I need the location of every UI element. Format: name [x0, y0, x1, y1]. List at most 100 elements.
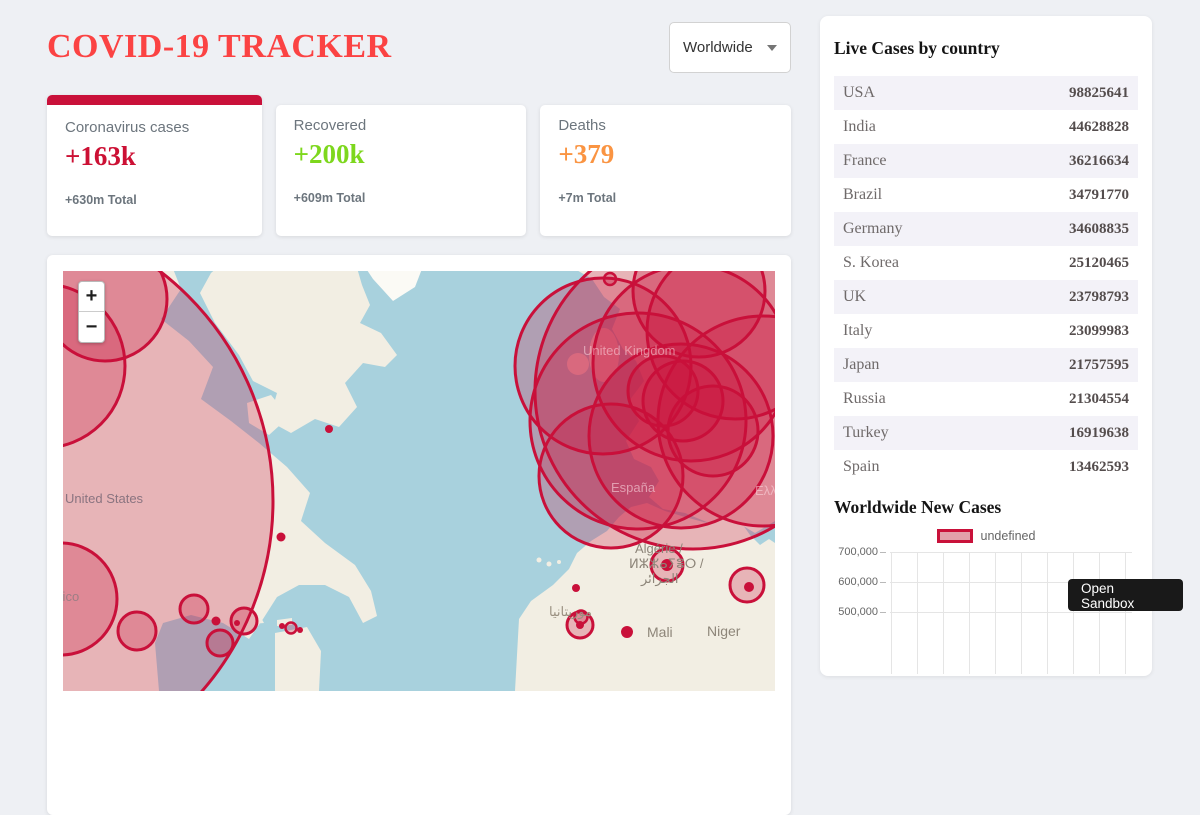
case-circle-france[interactable]	[528, 311, 748, 531]
legend-swatch-icon	[936, 529, 973, 543]
map-canvas: United States Mexico United Kingdom Espa…	[63, 271, 775, 691]
table-row: UK 23798793	[834, 280, 1138, 314]
gridline-horizontal	[890, 581, 1132, 583]
map-label-mali: Mali	[647, 624, 673, 640]
country-cases: 98825641	[1069, 84, 1129, 101]
map-label-algeria-2: ⵍⵣⵣⴰⵢⴻⵔ /	[629, 556, 704, 571]
country-cases: 34608835	[1069, 220, 1129, 237]
chevron-down-icon	[767, 44, 777, 51]
country-name: Spain	[843, 458, 880, 475]
infobox-cases-label: Coronavirus cases	[65, 119, 190, 136]
chart-plot-area: 700,000 600,000 500,000	[834, 544, 1138, 674]
country-name: Russia	[843, 390, 886, 407]
table-row: Japan 21757595	[834, 348, 1138, 382]
country-name: Germany	[843, 220, 903, 237]
country-cases: 13462593	[1069, 458, 1129, 475]
y-tick: 700,000	[834, 537, 1132, 567]
infobox-row: Coronavirus cases +163k +630m Total Reco…	[47, 95, 792, 236]
y-tick-label: 700,000	[838, 546, 878, 558]
table-row: Brazil 34791770	[834, 178, 1138, 212]
map-label-mexico: Mexico	[63, 589, 79, 604]
gridline-horizontal	[890, 551, 1132, 553]
map-card: + −	[47, 255, 791, 815]
map-zoom-control: + −	[78, 281, 105, 343]
live-cases-title: Live Cases by country	[834, 38, 1000, 58]
table-row: Spain 13462593	[834, 450, 1138, 484]
country-cases: 34791770	[1069, 186, 1129, 203]
infobox-recovered-delta: +200k	[293, 139, 365, 169]
country-dropdown[interactable]: Worldwide	[669, 22, 791, 73]
map-label-mauritania: موريتانيا	[549, 604, 592, 620]
country-name: S. Korea	[843, 254, 899, 271]
map-label-niger: Niger	[707, 623, 741, 639]
case-circle-cuba[interactable]	[178, 593, 210, 625]
zoom-in-button[interactable]: +	[79, 282, 104, 312]
infobox-deaths[interactable]: Deaths +379 +7m Total	[540, 105, 792, 236]
country-cases: 36216634	[1069, 152, 1129, 169]
chart-title: Worldwide New Cases	[834, 497, 1002, 517]
open-sandbox-button[interactable]: Open Sandbox	[1068, 579, 1183, 611]
y-tick-label: 500,000	[838, 606, 878, 618]
infobox-deaths-total: +7m Total	[558, 191, 617, 205]
infobox-deaths-delta: +379	[558, 139, 615, 169]
chart-y-axis: 700,000 600,000 500,000	[834, 537, 1132, 627]
side-panel: Live Cases by country USA 98825641 India…	[820, 16, 1152, 676]
map-label-algeria-3: الجزائر	[640, 571, 679, 587]
chart-legend[interactable]: undefined	[834, 528, 1138, 544]
world-map[interactable]: + −	[63, 271, 775, 691]
case-circle-mexico[interactable]	[63, 541, 119, 657]
zoom-out-button[interactable]: −	[79, 312, 104, 342]
case-circle-italy[interactable]	[587, 342, 775, 530]
legend-label: undefined	[980, 529, 1036, 543]
infobox-recovered-label: Recovered	[293, 117, 367, 134]
infobox-recovered-total: +609m Total	[293, 191, 366, 205]
infobox-cases[interactable]: Coronavirus cases +163k +630m Total	[47, 95, 262, 236]
infobox-cases-total: +630m Total	[65, 193, 137, 207]
infobox-deaths-label: Deaths	[558, 117, 606, 134]
country-name: Italy	[843, 322, 873, 339]
map-label-espana: España	[611, 480, 656, 495]
map-label-greece: Ελλάδα	[755, 483, 775, 498]
y-tick-mark	[880, 551, 886, 553]
gridline-horizontal	[890, 611, 1132, 613]
infobox-cases-accent-bar	[47, 95, 262, 105]
y-tick-label: 600,000	[838, 576, 878, 588]
live-cases-table: USA 98825641 India 44628828 France 36216…	[834, 76, 1138, 484]
country-name: UK	[843, 288, 867, 305]
table-row: USA 98825641	[834, 76, 1138, 110]
map-labels: United States Mexico United Kingdom Espa…	[63, 343, 775, 640]
country-name: Brazil	[843, 186, 883, 203]
map-label-united-states: United States	[65, 491, 144, 506]
infobox-recovered[interactable]: Recovered +200k +609m Total	[275, 105, 527, 236]
country-name: USA	[843, 84, 876, 101]
country-cases: 21304554	[1069, 390, 1129, 407]
table-row: India 44628828	[834, 110, 1138, 144]
table-row: S. Korea 25120465	[834, 246, 1138, 280]
open-sandbox-line1: Open	[1081, 581, 1115, 596]
country-cases: 23099983	[1069, 322, 1129, 339]
y-tick: 600,000	[834, 567, 1132, 597]
country-cases: 25120465	[1069, 254, 1129, 271]
y-tick-mark	[880, 611, 886, 613]
table-row: Germany 34608835	[834, 212, 1138, 246]
map-label-algeria-1: Algérie /	[635, 541, 683, 556]
table-row: France 36216634	[834, 144, 1138, 178]
country-name: India	[843, 118, 876, 135]
y-tick: 500,000	[834, 597, 1132, 627]
chart-vertical-gridlines	[891, 552, 1126, 674]
country-cases: 23798793	[1069, 288, 1129, 305]
country-name: France	[843, 152, 887, 169]
table-row: Turkey 16919638	[834, 416, 1138, 450]
country-cases: 21757595	[1069, 356, 1129, 373]
y-tick-mark	[880, 581, 886, 583]
country-dropdown-value: Worldwide	[683, 39, 753, 56]
country-cases: 16919638	[1069, 424, 1129, 441]
case-circle-spain[interactable]	[537, 402, 685, 550]
table-row: Russia 21304554	[834, 382, 1138, 416]
table-row: Italy 23099983	[834, 314, 1138, 348]
open-sandbox-line2: Sandbox	[1081, 596, 1135, 611]
infobox-cases-delta: +163k	[65, 141, 136, 171]
country-name: Japan	[843, 356, 880, 373]
page-title: COVID-19 TRACKER	[47, 28, 392, 65]
country-cases: 44628828	[1069, 118, 1129, 135]
